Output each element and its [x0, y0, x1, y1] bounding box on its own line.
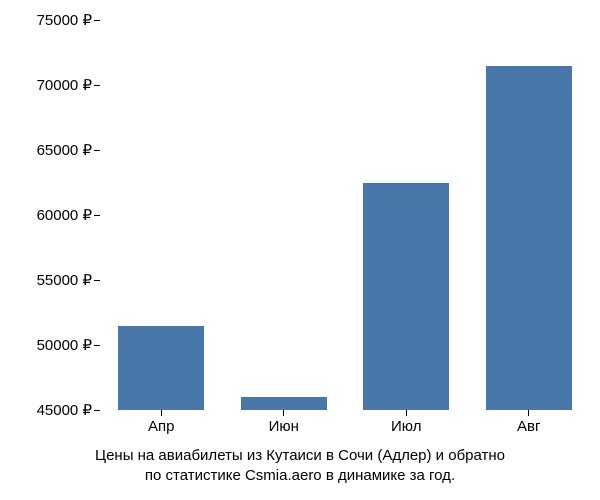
- y-tick-mark: [94, 215, 100, 216]
- y-tick-label: 60000 ₽: [37, 206, 92, 224]
- bar: [118, 326, 204, 411]
- y-tick-label: 70000 ₽: [37, 76, 92, 94]
- caption-line-2: по статистике Csmia.aero в динамике за г…: [0, 466, 600, 486]
- y-tick-mark: [94, 85, 100, 86]
- plot-area: [100, 20, 590, 410]
- x-tick-label: Июн: [269, 418, 299, 435]
- y-tick-mark: [94, 280, 100, 281]
- x-tick-mark: [406, 410, 407, 416]
- y-tick-label: 65000 ₽: [37, 141, 92, 159]
- y-tick-mark: [94, 20, 100, 21]
- y-tick-mark: [94, 150, 100, 151]
- y-tick-mark: [94, 410, 100, 411]
- y-tick-mark: [94, 345, 100, 346]
- x-tick-label: Июл: [391, 418, 421, 435]
- y-tick-label: 50000 ₽: [37, 336, 92, 354]
- y-tick-label: 45000 ₽: [37, 401, 92, 419]
- x-tick-mark: [283, 410, 284, 416]
- chart-caption: Цены на авиабилеты из Кутаиси в Сочи (Ад…: [0, 446, 600, 487]
- x-tick-label: Апр: [148, 418, 174, 435]
- price-chart: 45000 ₽ 50000 ₽ 55000 ₽ 60000 ₽ 65000 ₽ 70000…: [0, 0, 600, 500]
- y-tick-label: 75000 ₽: [37, 11, 92, 29]
- x-tick-mark: [161, 410, 162, 416]
- caption-line-1: Цены на авиабилеты из Кутаиси в Сочи (Ад…: [0, 446, 600, 466]
- bar: [486, 66, 572, 411]
- x-tick-label: Авг: [517, 418, 540, 435]
- x-tick-mark: [528, 410, 529, 416]
- y-tick-label: 55000 ₽: [37, 271, 92, 289]
- bar: [241, 397, 327, 410]
- bar: [363, 183, 449, 411]
